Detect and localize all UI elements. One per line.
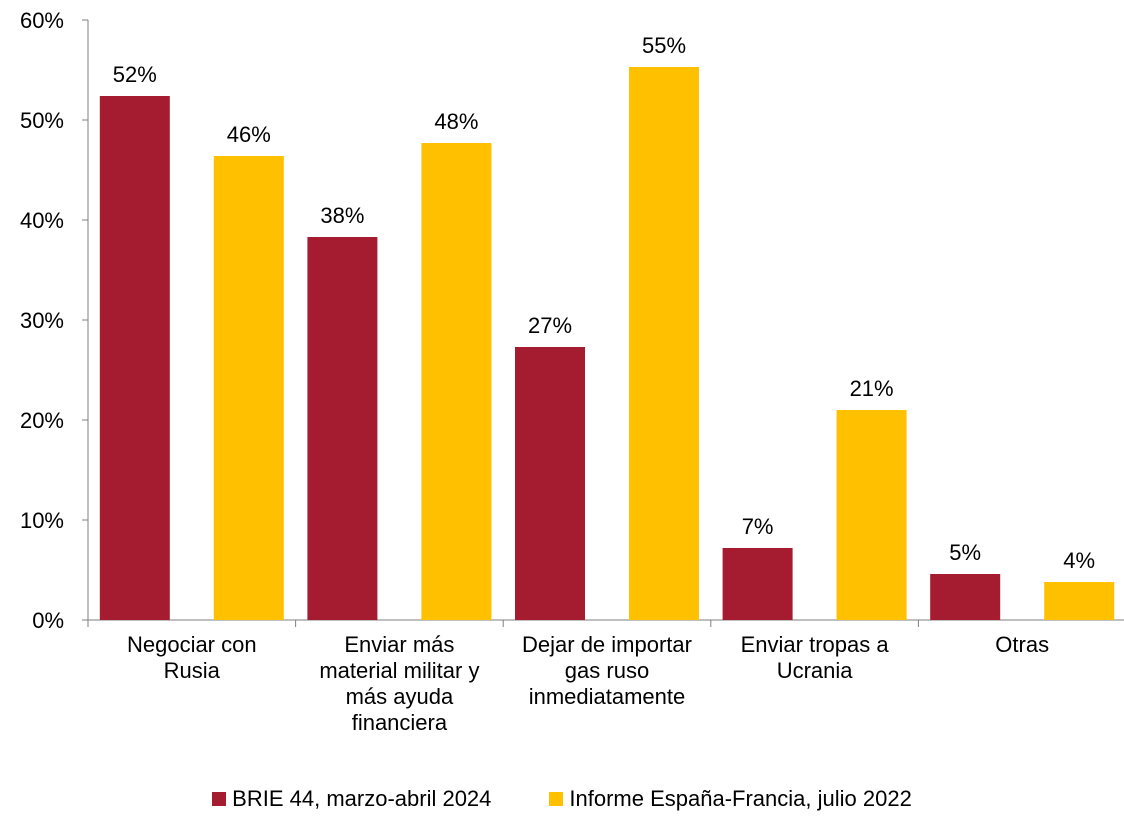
data-label: 21% [850, 376, 894, 401]
data-label: 46% [227, 122, 271, 147]
x-tick-label: Otras [995, 632, 1049, 657]
bar [722, 548, 793, 620]
legend: BRIE 44, marzo-abril 2024 Informe España… [0, 786, 1124, 812]
x-tick-label: Enviar más material militar y más ayuda fin… [319, 632, 479, 735]
y-tick-label: 50% [20, 108, 64, 133]
data-label: 55% [642, 33, 686, 58]
y-tick-label: 40% [20, 208, 64, 233]
bar [515, 347, 585, 620]
bar [421, 143, 492, 620]
data-label: 5% [949, 540, 981, 565]
bar [1044, 582, 1115, 620]
legend-item-series-2: Informe España-Francia, julio 2022 [549, 786, 912, 812]
data-label: 38% [320, 203, 364, 228]
x-tick-label: Enviar tropas a Ucrania [741, 632, 890, 683]
bar [930, 574, 1001, 620]
bar [99, 96, 170, 620]
y-tick-label: 0% [32, 608, 64, 633]
bar-chart: 0% 10% 20% 30% 40% 50% 60% Negociar con Rusia 52%… [20, 8, 1124, 735]
legend-item-series-1: BRIE 44, marzo-abril 2024 [212, 786, 491, 812]
data-label: 4% [1063, 548, 1095, 573]
legend-label-series-2: Informe España-Francia, julio 2022 [569, 786, 912, 811]
legend-swatch-series-1 [212, 792, 227, 806]
data-label: 52% [113, 62, 157, 87]
y-tick-label: 60% [20, 8, 64, 33]
data-label: 48% [434, 109, 478, 134]
bar [307, 237, 378, 620]
data-label: 7% [742, 514, 774, 539]
x-tick-label: Dejar de importar gas ruso inmediatamente [522, 632, 692, 709]
legend-label-series-1: BRIE 44, marzo-abril 2024 [232, 786, 492, 811]
y-tick-label: 10% [20, 508, 64, 533]
bar [629, 67, 699, 620]
legend-swatch-series-2 [549, 792, 564, 806]
y-tick-label: 30% [20, 308, 64, 333]
data-label: 27% [528, 313, 572, 338]
x-tick-label: Negociar con Rusia [127, 632, 257, 683]
y-tick-label: 20% [20, 408, 64, 433]
bar [213, 156, 284, 620]
bar [836, 410, 907, 620]
